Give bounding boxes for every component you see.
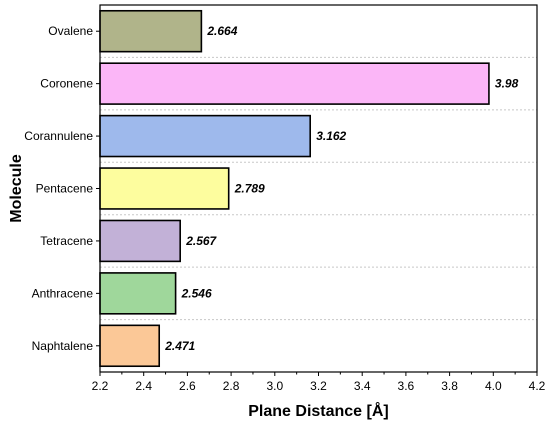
x-tick-label: 4.2 bbox=[529, 379, 546, 393]
bar-anthracene bbox=[99, 272, 177, 315]
x-tick-label: 2.2 bbox=[92, 379, 109, 393]
x-tick-label: 3.0 bbox=[266, 379, 283, 393]
bars-layer bbox=[99, 9, 537, 368]
bar-corannulene bbox=[99, 114, 311, 158]
x-tick-label: 3.2 bbox=[310, 379, 327, 393]
value-label-ovalene: 2.664 bbox=[206, 24, 237, 38]
value-label-tetracene: 2.567 bbox=[185, 234, 217, 248]
x-tick-label: 3.6 bbox=[398, 379, 415, 393]
category-label-pentacene: Pentacene bbox=[36, 182, 94, 196]
bar-pentacene bbox=[99, 167, 230, 210]
x-axis-title: Plane Distance [Å] bbox=[248, 401, 388, 420]
value-label-naphtalene: 2.471 bbox=[164, 339, 195, 353]
x-tick-label: 2.6 bbox=[179, 379, 196, 393]
bar-tetracene bbox=[99, 219, 181, 263]
x-tick-label: 2.8 bbox=[223, 379, 240, 393]
x-tick-label: 3.8 bbox=[441, 379, 458, 393]
x-tick-label: 3.4 bbox=[354, 379, 371, 393]
x-tick-label: 4.0 bbox=[485, 379, 502, 393]
axis-layer: Ovalene Coronene Corannulene Pentacene Tetra… bbox=[24, 24, 545, 393]
bar-coronene bbox=[99, 62, 490, 105]
labels-layer: 2.664 3.98 3.162 2.789 2.567 2.546 2.471 bbox=[164, 24, 518, 353]
category-label-naphtalene: Naphtalene bbox=[32, 339, 94, 353]
value-label-corannulene: 3.162 bbox=[316, 129, 346, 143]
category-label-ovalene: Ovalene bbox=[48, 24, 93, 38]
y-axis-title: Molecule bbox=[8, 154, 25, 223]
bar-ovalene bbox=[99, 9, 203, 53]
category-label-corannulene: Corannulene bbox=[24, 129, 93, 143]
value-label-pentacene: 2.789 bbox=[234, 182, 265, 196]
category-label-coronene: Coronene bbox=[40, 77, 93, 91]
value-label-anthracene: 2.546 bbox=[181, 286, 212, 300]
x-tick-label: 2.4 bbox=[135, 379, 152, 393]
value-label-coronene: 3.98 bbox=[495, 77, 519, 91]
category-label-tetracene: Tetracene bbox=[40, 234, 93, 248]
bar-naphtalene bbox=[99, 324, 161, 368]
category-label-anthracene: Anthracene bbox=[32, 286, 94, 300]
